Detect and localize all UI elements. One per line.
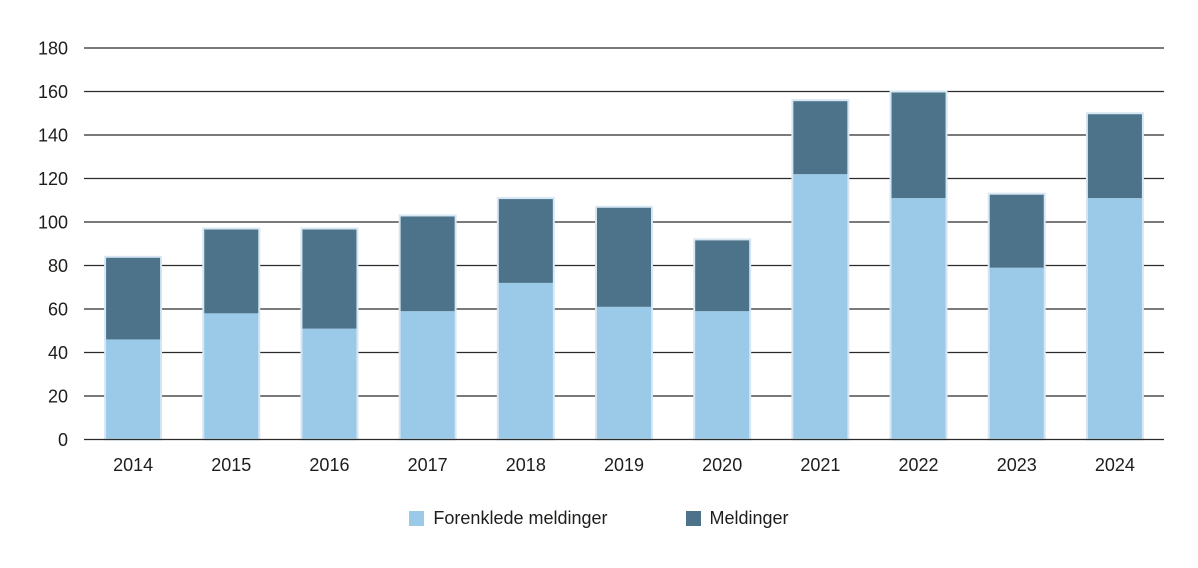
bar-segment-2023-meldinger <box>988 193 1045 268</box>
legend-item-meldinger: Meldinger <box>685 508 789 528</box>
bar-segment-2021-meldinger <box>792 100 849 175</box>
y-axis-tick-label-120: 120 <box>38 169 68 189</box>
bar-segment-2023-forenklede-meldinger <box>988 267 1045 440</box>
y-axis-tick-label-140: 140 <box>38 126 68 146</box>
chart-legend: Forenklede meldinger Meldinger <box>0 506 1198 530</box>
x-axis-label-2024: 2024 <box>1095 455 1135 475</box>
legend-swatch-meldinger <box>685 510 701 526</box>
bar-segment-2017-meldinger <box>399 215 456 312</box>
x-axis-label-2016: 2016 <box>309 455 349 475</box>
y-axis-tick-label-100: 100 <box>38 213 68 233</box>
y-axis-tick-label-180: 180 <box>38 39 68 59</box>
bar-segment-2019-forenklede-meldinger <box>596 306 652 440</box>
bar-segment-2015-forenklede-meldinger <box>203 313 260 440</box>
x-axis-label-2022: 2022 <box>899 455 939 475</box>
bar-segment-2020-forenklede-meldinger <box>694 311 751 440</box>
bar-segment-2024-forenklede-meldinger <box>1086 198 1143 440</box>
bar-segment-2015-meldinger <box>203 228 260 314</box>
bar-segment-2014-forenklede-meldinger <box>105 339 162 440</box>
legend-item-forenklede-meldinger: Forenklede meldinger <box>409 508 608 528</box>
bar-segment-2019-meldinger <box>596 206 652 307</box>
bar-segment-2022-forenklede-meldinger <box>890 198 947 440</box>
x-axis-label-2020: 2020 <box>702 455 742 475</box>
x-axis-label-2021: 2021 <box>800 455 840 475</box>
legend-label-meldinger: Meldinger <box>709 508 789 528</box>
y-axis-tick-label-80: 80 <box>48 256 68 276</box>
y-axis-tick-label-160: 160 <box>38 82 68 102</box>
legend-label-forenklede-meldinger: Forenklede meldinger <box>433 508 608 528</box>
bar-segment-2024-meldinger <box>1086 113 1143 199</box>
x-axis-label-2014: 2014 <box>113 455 153 475</box>
bar-segment-2017-forenklede-meldinger <box>399 311 456 440</box>
bar-segment-2016-meldinger <box>301 228 358 329</box>
x-axis-label-2015: 2015 <box>211 455 251 475</box>
y-axis-tick-label-0: 0 <box>58 430 68 450</box>
chart-plot-area: 0 20 40 60 80 100 120 140 160 180 2014 2015 2016 2017… <box>38 39 1164 475</box>
bar-segment-2018-forenklede-meldinger <box>497 282 554 440</box>
x-axis-label-2018: 2018 <box>506 455 546 475</box>
bar-segment-2014-meldinger <box>105 256 162 340</box>
bar-segment-2020-meldinger <box>694 239 751 312</box>
bar-segment-2021-forenklede-meldinger <box>792 174 849 440</box>
bar-segment-2022-meldinger <box>890 91 947 199</box>
y-axis-tick-label-20: 20 <box>48 387 68 407</box>
y-axis-tick-label-40: 40 <box>48 343 68 363</box>
y-axis-tick-label-60: 60 <box>48 300 68 320</box>
legend-swatch-forenklede-meldinger <box>409 510 425 526</box>
x-axis-label-2023: 2023 <box>997 455 1037 475</box>
x-axis-label-2017: 2017 <box>408 455 448 475</box>
bar-segment-2018-meldinger <box>497 198 554 283</box>
x-axis-label-2019: 2019 <box>604 455 644 475</box>
bar-segment-2016-forenklede-meldinger <box>301 328 358 440</box>
